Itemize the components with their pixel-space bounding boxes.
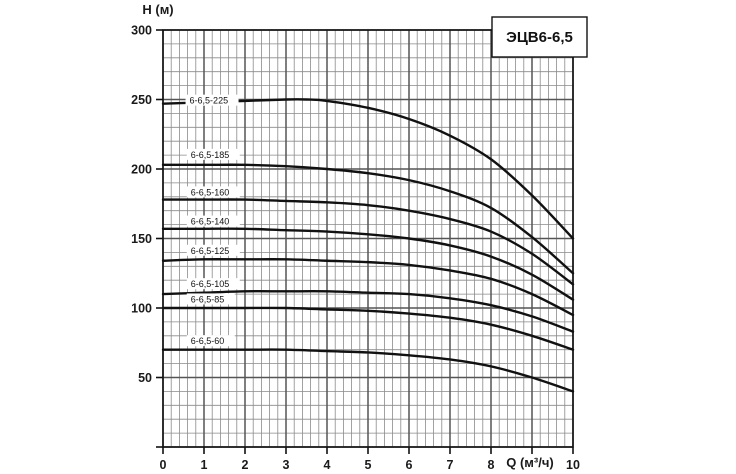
- curve-label-plaque: [186, 148, 240, 160]
- x-axis-ticks: 0 1 2 3 4 5 6 7 8 10: [160, 447, 580, 472]
- title-box-border: [491, 16, 588, 58]
- x-axis-title: Q (м³/ч): [506, 455, 554, 470]
- x-tick-label-7: 7: [447, 458, 454, 472]
- curve-6-6-5-60: [161, 348, 575, 393]
- chart-title-box: ЭЦВ6-6,5: [491, 16, 588, 58]
- y-tick-label-150: 150: [131, 232, 152, 246]
- curve-label-plaque: [185, 94, 239, 106]
- curve-6-6-5-185: [161, 163, 575, 275]
- curve-label-6-6-5-225: 6-6,5-225: [190, 96, 229, 106]
- curve-6-6-5-160: [161, 198, 575, 286]
- y-tick-label-200: 200: [131, 163, 152, 177]
- curve-label-plaque: [186, 244, 240, 256]
- curve-label-plaque: [186, 215, 240, 227]
- curve-label-plaque: [186, 278, 240, 290]
- x-tick-label-3: 3: [283, 458, 290, 472]
- curve-label-plaque: [186, 186, 240, 198]
- x-tick-label-0: 0: [160, 458, 167, 472]
- x-tick-label-10: 10: [566, 458, 580, 472]
- curve-label-6-6-5-105: 6-6,5-105: [191, 279, 230, 289]
- chart-title: ЭЦВ6-6,5: [506, 29, 573, 46]
- y-tick-label-300: 300: [131, 24, 152, 38]
- x-tick-label-6: 6: [406, 458, 413, 472]
- x-tick-label-4: 4: [324, 458, 331, 472]
- y-tick-label-250: 250: [131, 93, 152, 107]
- curve-label-6-6-5-140: 6-6,5-140: [191, 217, 230, 227]
- y-tick-label-50: 50: [138, 371, 152, 385]
- x-tick-label-1: 1: [201, 458, 208, 472]
- curve-6-6-5-105: [161, 290, 575, 333]
- curve-label-6-6-5-160: 6-6,5-160: [191, 187, 230, 197]
- curve-label-6-6-5-125: 6-6,5-125: [191, 246, 230, 256]
- x-tick-label-8: 8: [488, 458, 495, 472]
- curve-6-6-5-85: [161, 306, 575, 351]
- curve-6-6-5-225: [161, 98, 575, 240]
- curve-label-group: 6-6,5-225 6-6,5-185 6-6,5-160 6-6,5-140 6-6,…: [185, 94, 240, 347]
- curve-label-6-6-5-185: 6-6,5-185: [191, 150, 230, 160]
- y-axis-title: H (м): [142, 2, 173, 17]
- curve-6-6-5-125: [161, 258, 575, 317]
- curve-label-plaque: [186, 335, 235, 347]
- y-axis-ticks: 50 100 150 200 250 300: [131, 24, 163, 448]
- performance-curves: [161, 98, 575, 393]
- curve-label-6-6-5-60: 6-6,5-60: [191, 336, 225, 346]
- curve-label-plaque: [186, 293, 235, 305]
- y-tick-label-100: 100: [131, 302, 152, 316]
- x-tick-label-5: 5: [365, 458, 372, 472]
- curve-label-6-6-5-85: 6-6,5-85: [191, 294, 225, 304]
- curve-6-6-5-140: [161, 227, 575, 301]
- x-tick-label-2: 2: [242, 458, 249, 472]
